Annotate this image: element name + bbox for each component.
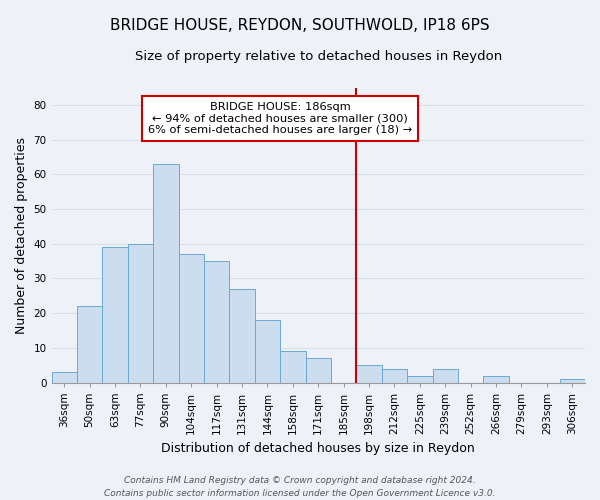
X-axis label: Distribution of detached houses by size in Reydon: Distribution of detached houses by size … xyxy=(161,442,475,455)
Title: Size of property relative to detached houses in Reydon: Size of property relative to detached ho… xyxy=(134,50,502,63)
Bar xyxy=(280,352,305,382)
Bar xyxy=(560,379,585,382)
Bar xyxy=(305,358,331,382)
Bar xyxy=(179,254,204,382)
Bar xyxy=(433,368,458,382)
Text: BRIDGE HOUSE, REYDON, SOUTHWOLD, IP18 6PS: BRIDGE HOUSE, REYDON, SOUTHWOLD, IP18 6P… xyxy=(110,18,490,32)
Text: Contains HM Land Registry data © Crown copyright and database right 2024.
Contai: Contains HM Land Registry data © Crown c… xyxy=(104,476,496,498)
Text: BRIDGE HOUSE: 186sqm
← 94% of detached houses are smaller (300)
6% of semi-detac: BRIDGE HOUSE: 186sqm ← 94% of detached h… xyxy=(148,102,412,135)
Bar xyxy=(356,365,382,382)
Y-axis label: Number of detached properties: Number of detached properties xyxy=(15,136,28,334)
Bar xyxy=(77,306,103,382)
Bar xyxy=(255,320,280,382)
Bar xyxy=(52,372,77,382)
Bar xyxy=(229,289,255,382)
Bar xyxy=(407,376,433,382)
Bar xyxy=(484,376,509,382)
Bar xyxy=(128,244,153,382)
Bar xyxy=(204,261,229,382)
Bar xyxy=(153,164,179,382)
Bar xyxy=(103,248,128,382)
Bar xyxy=(382,368,407,382)
